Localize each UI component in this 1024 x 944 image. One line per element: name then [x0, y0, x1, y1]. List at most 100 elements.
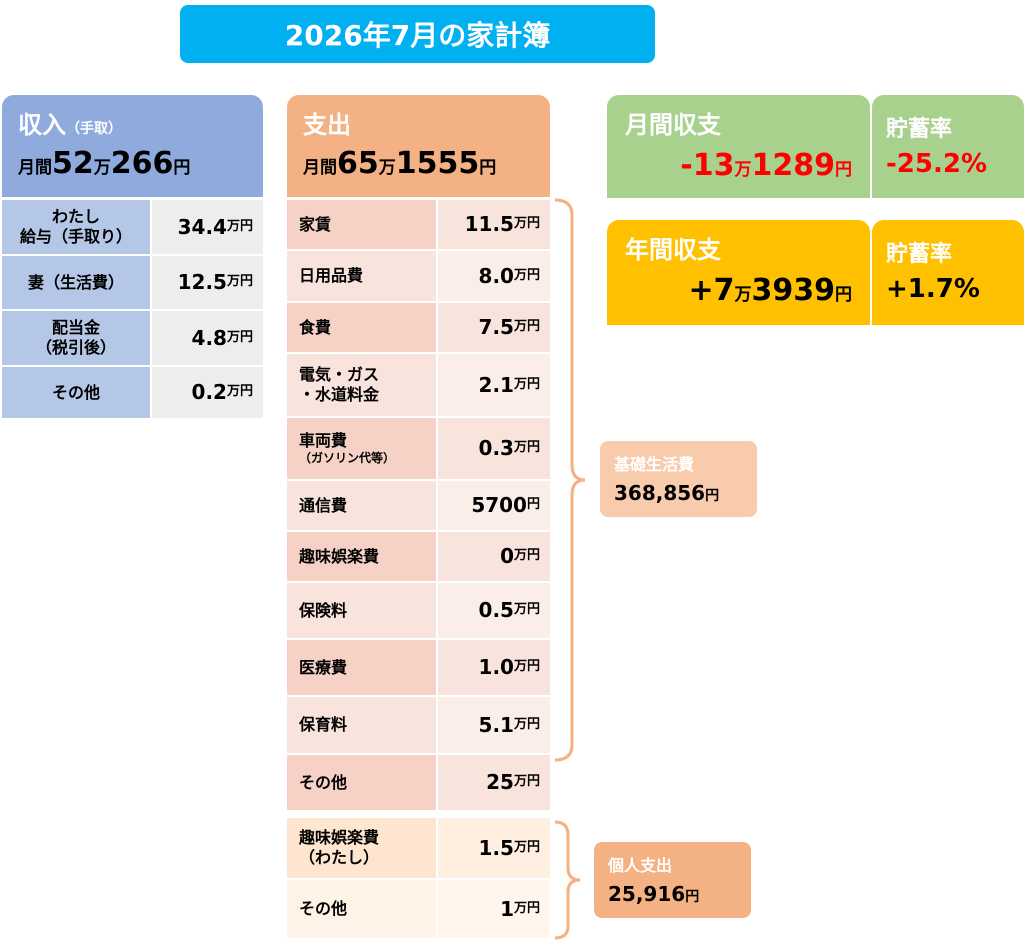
label-text: 食費 — [299, 317, 332, 337]
row-label: 配当金 （税引後） — [2, 311, 150, 365]
label-text: 通信費 — [299, 495, 348, 515]
amount-part: 円 — [173, 158, 191, 178]
amount-part: 65 — [337, 146, 379, 181]
annual-rate: +1.7% — [886, 274, 980, 304]
label-text: 保育料 — [299, 715, 348, 734]
label-wrap: 保育料 — [299, 715, 347, 735]
row-value: 11.5 万円 — [438, 200, 550, 249]
value-unit: 万円 — [226, 329, 253, 345]
value-number: 1.5 — [478, 835, 514, 860]
value-unit: 万円 — [513, 716, 540, 732]
value-unit: 万円 — [513, 440, 540, 456]
label-text: その他 — [299, 899, 348, 918]
personal-group: 個人支出 25,916円 — [594, 842, 751, 918]
row-label: 妻（生活費） — [2, 256, 150, 309]
row-label: その他 — [287, 880, 436, 938]
amount-part: 万 — [734, 285, 752, 305]
row-value: 1.5 万円 — [438, 818, 550, 878]
amount-part: 万 — [734, 160, 752, 180]
value-unit: 万円 — [513, 267, 540, 283]
amount-part: 月間 — [18, 158, 52, 178]
label-text: わたし 給与（手取り） — [19, 207, 132, 246]
row-value: 7.5 万円 — [438, 303, 550, 352]
label-wrap: 食費 — [299, 318, 331, 338]
monthly-rate: -25.2% — [886, 149, 987, 179]
amount-part: 円 — [835, 285, 852, 305]
monthly-box: 月間収支 -13万1289円 — [607, 95, 870, 198]
monthly-label: 月間収支 — [625, 111, 721, 139]
row-label: 日用品費 — [287, 251, 436, 301]
value-number: 7.5 — [478, 315, 514, 339]
label-wrap: 保険料 — [299, 601, 347, 621]
row-value: 0.5 万円 — [438, 583, 550, 638]
row-label: 通信費 — [287, 481, 436, 530]
amount-part: -13 — [680, 148, 735, 183]
label-wrap: 通信費 — [299, 496, 347, 516]
expense-header: 支出 月間65万1555円 — [287, 95, 550, 197]
amount-part: 万 — [93, 158, 111, 178]
label-text: 医療費 — [299, 657, 348, 677]
value-number: 8.0 — [478, 263, 514, 288]
row-label: 趣味娯楽費 （わたし） — [287, 818, 436, 878]
label-wrap: その他 — [52, 383, 100, 403]
row-label: 医療費 — [287, 640, 436, 695]
value-unit: 万円 — [513, 602, 540, 618]
row-label: 車両費 （ガソリン代等） — [287, 418, 436, 479]
personal-label: 個人支出 — [608, 856, 673, 875]
label-wrap: 電気・ガス ・水道料金 — [299, 365, 379, 405]
amount-part: 円 — [705, 488, 720, 504]
value-number: 4.8 — [191, 325, 227, 350]
row-value: 0 万円 — [438, 532, 550, 581]
label-text: 配当金 （税引後） — [35, 318, 116, 357]
label-wrap: 趣味娯楽費 — [299, 547, 379, 567]
annual-box: 年間収支 +7万3939円 — [607, 220, 870, 325]
label-wrap: その他 — [299, 773, 347, 793]
value-number: 2.1 — [478, 372, 514, 397]
income-heading: 収入 — [18, 111, 66, 139]
amount-part: 266 — [110, 146, 174, 181]
label-wrap: 配当金 （税引後） — [36, 318, 116, 358]
label-text: 日用品費 — [299, 266, 364, 285]
label-wrap: その他 — [299, 899, 347, 919]
label-wrap: わたし 給与（手取り） — [20, 207, 132, 247]
row-label: 趣味娯楽費 — [287, 532, 436, 581]
amount-part: 1289 — [751, 148, 836, 183]
label-text: 趣味娯楽費 （わたし） — [299, 828, 380, 867]
value-number: 1 — [500, 896, 514, 921]
monthly-amount: -13万1289円 — [625, 148, 852, 183]
income-total: 月間52万266円 — [18, 146, 247, 181]
value-unit: 万円 — [513, 376, 540, 392]
label-sub: （ガソリン代等） — [299, 451, 396, 465]
row-label: 食費 — [287, 303, 436, 352]
amount-part: 52 — [52, 146, 94, 181]
value-unit: 万円 — [513, 900, 540, 916]
row-value: 1 万円 — [438, 880, 550, 938]
amount-part: +7 — [688, 273, 735, 308]
row-value: 4.8 万円 — [152, 311, 263, 365]
label-wrap: 趣味娯楽費 （わたし） — [299, 828, 379, 868]
annual-label: 年間収支 — [625, 236, 721, 264]
monthly-rate-box: 貯蓄率 -25.2% — [872, 95, 1024, 198]
row-value: 0.2 万円 — [152, 367, 263, 418]
title-box: 2026年7月の家計簿 — [180, 5, 655, 63]
label-wrap: 妻（生活費） — [28, 273, 124, 293]
value-number: 25 — [486, 770, 514, 794]
value-number: 0.5 — [478, 598, 514, 622]
value-number: 11.5 — [464, 212, 514, 236]
annual-rate-label: 貯蓄率 — [886, 242, 953, 267]
amount-part: 万 — [378, 158, 396, 178]
value-unit: 万円 — [226, 218, 253, 234]
basic-label: 基礎生活費 — [614, 455, 695, 474]
value-number: 0 — [500, 544, 514, 568]
value-unit: 万円 — [513, 839, 540, 855]
label-text: 保険料 — [299, 600, 348, 620]
row-value: 25 万円 — [438, 755, 550, 810]
basic-group: 基礎生活費 368,856円 — [600, 441, 757, 517]
value-number: 12.5 — [177, 270, 227, 294]
value-number: 34.4 — [177, 214, 227, 239]
braces — [554, 198, 586, 940]
row-label: わたし 給与（手取り） — [2, 200, 150, 254]
value-unit: 万円 — [513, 319, 540, 335]
value-unit: 万円 — [226, 274, 253, 290]
